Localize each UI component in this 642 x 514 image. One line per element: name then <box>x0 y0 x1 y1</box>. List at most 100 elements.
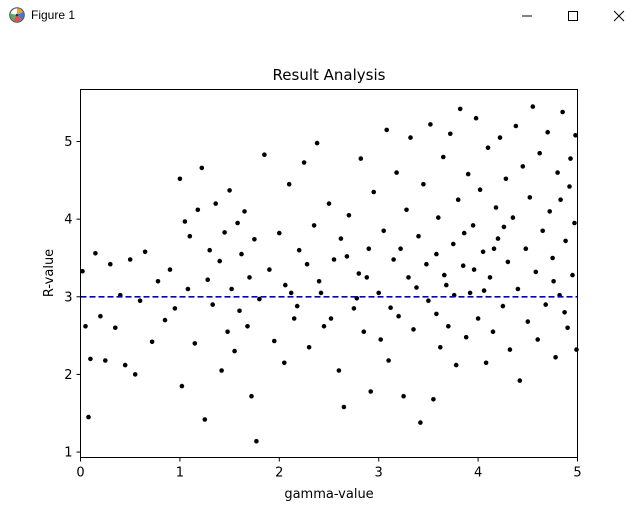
x-tick-label: 4 <box>474 466 482 481</box>
x-tick-label: 1 <box>176 466 184 481</box>
data-point <box>149 339 155 345</box>
data-point <box>398 246 403 251</box>
data-point <box>227 188 232 193</box>
maximize-icon <box>568 11 578 21</box>
data-point <box>513 123 519 129</box>
data-point <box>86 414 91 420</box>
data-point <box>179 383 185 389</box>
data-point <box>406 275 411 280</box>
data-point <box>272 338 277 344</box>
data-point <box>167 267 173 272</box>
data-point <box>563 238 568 244</box>
data-point <box>296 247 302 253</box>
data-point <box>394 170 399 175</box>
y-axis-ticks: 1 2 3 4 5 <box>64 135 81 461</box>
y-axis-label: R-value <box>42 249 57 297</box>
data-point <box>249 393 254 399</box>
data-point <box>219 368 224 373</box>
data-point <box>558 197 563 202</box>
data-point <box>414 285 419 290</box>
x-axis-label: gamma-value <box>284 487 373 502</box>
data-point <box>288 290 294 296</box>
data-point <box>547 209 552 214</box>
data-point <box>470 223 476 228</box>
data-point <box>155 279 161 284</box>
data-point <box>426 298 431 304</box>
data-point <box>358 156 364 161</box>
x-tick-label: 0 <box>76 466 84 481</box>
data-point <box>461 230 467 236</box>
data-point <box>495 236 501 241</box>
data-point <box>560 109 565 115</box>
data-point <box>553 355 558 360</box>
data-point <box>381 228 387 234</box>
data-point <box>338 236 344 241</box>
data-point <box>431 397 436 402</box>
minimize-icon <box>522 15 532 17</box>
data-point <box>523 246 529 251</box>
data-point <box>567 184 572 189</box>
data-point <box>471 267 477 272</box>
x-tick-label: 2 <box>275 466 283 481</box>
data-point <box>229 286 234 292</box>
data-point <box>267 267 272 272</box>
data-point <box>366 246 372 251</box>
data-point <box>172 306 178 311</box>
x-tick-label: 5 <box>573 466 581 481</box>
data-point <box>535 337 540 342</box>
y-tick-label: 3 <box>64 290 72 305</box>
data-point <box>316 279 322 284</box>
data-point <box>457 106 463 112</box>
data-point <box>321 324 327 329</box>
title-bar[interactable]: Figure 1 <box>0 0 642 31</box>
data-point <box>301 160 307 165</box>
matplotlib-logo-icon <box>9 7 25 23</box>
data-point <box>235 220 240 226</box>
data-point <box>565 325 570 331</box>
data-point <box>326 201 332 206</box>
data-point <box>294 303 300 309</box>
data-point <box>438 345 443 350</box>
data-point <box>108 261 113 267</box>
data-point <box>505 259 511 265</box>
data-point <box>477 187 483 192</box>
data-point <box>247 275 252 280</box>
data-point <box>222 230 227 235</box>
x-axis-ticks: 0 1 2 3 4 5 <box>76 457 582 481</box>
data-point <box>192 341 198 346</box>
data-point <box>507 347 513 352</box>
data-point <box>545 129 550 135</box>
data-point <box>286 181 292 187</box>
data-point <box>424 261 429 267</box>
data-point <box>93 251 98 256</box>
x-tick-label: 3 <box>375 466 383 481</box>
data-point <box>441 154 446 160</box>
close-button[interactable] <box>596 0 642 31</box>
data-point <box>408 135 413 140</box>
data-point <box>391 257 396 262</box>
data-points <box>80 104 579 444</box>
data-point <box>341 404 347 410</box>
data-point <box>254 438 259 444</box>
data-point <box>242 209 247 214</box>
data-point <box>480 249 486 255</box>
data-point <box>517 378 523 383</box>
minimize-button[interactable] <box>504 0 550 31</box>
maximize-button[interactable] <box>550 0 596 31</box>
data-point <box>520 164 526 169</box>
data-point <box>388 305 393 311</box>
data-point <box>434 251 439 257</box>
data-point <box>428 122 433 127</box>
data-point <box>368 389 374 394</box>
data-point <box>574 347 579 352</box>
data-point <box>252 237 257 242</box>
close-icon <box>613 10 625 22</box>
data-point <box>245 324 250 329</box>
data-point <box>384 127 390 133</box>
data-point <box>122 362 128 368</box>
data-point <box>416 233 421 239</box>
data-point <box>485 145 491 150</box>
data-point <box>483 360 489 366</box>
y-tick-label: 2 <box>64 368 72 383</box>
